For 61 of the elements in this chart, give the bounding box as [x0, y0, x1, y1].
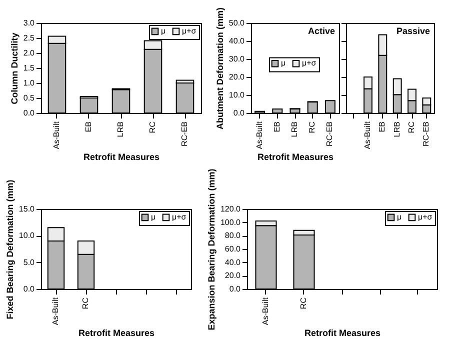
- y-axis-title: Abutment Deformation (mm): [214, 8, 225, 130]
- x-tick-label: As-Built: [51, 296, 60, 326]
- y-tick-label: 120.0: [220, 204, 242, 214]
- x-tick-label: RC-EB: [422, 122, 431, 146]
- y-tick-label: 0.0: [23, 108, 36, 118]
- x-tick-label: As-Built: [261, 296, 270, 326]
- y-tick-label: 2.0: [23, 48, 36, 58]
- y-tick-label: 80.0: [224, 231, 242, 240]
- legend-label: μ+σ: [172, 212, 186, 222]
- y-tick-label: 60.0: [224, 244, 242, 254]
- x-axis-title: Retrofit Measures: [78, 328, 155, 338]
- x-tick-label: RC: [148, 121, 157, 134]
- y-axis-title: Column Ductility: [9, 32, 20, 104]
- y-tick-label: 50.0: [228, 18, 246, 28]
- x-axis-title: Retrofit Measures: [83, 152, 160, 162]
- x-tick-label: EB: [378, 122, 387, 132]
- x-tick-label: RC-EB: [180, 122, 189, 146]
- y-tick-label: 100.0: [220, 218, 242, 227]
- x-tick-label: LRB: [116, 122, 125, 138]
- x-axis-title: Retrofit Measures: [304, 328, 381, 338]
- annotation: Passive: [396, 26, 430, 36]
- y-tick-label: 3.0: [23, 18, 36, 28]
- y-tick-label: 1.0: [23, 78, 36, 88]
- x-tick-label: RC: [81, 297, 90, 310]
- y-tick-label: 20.0: [228, 72, 246, 82]
- y-tick-label: 20.0: [224, 271, 242, 280]
- y-tick-label: 1.5: [23, 64, 36, 72]
- y-tick-label: 0.0: [233, 108, 246, 118]
- y-tick-label: 40.0: [228, 36, 246, 46]
- legend-label: μ: [281, 58, 286, 68]
- x-tick-label: RC-EB: [325, 122, 334, 146]
- x-tick-label: RC: [407, 121, 416, 134]
- legend-label: μ+σ: [182, 26, 196, 36]
- x-tick-label: As-Built: [363, 120, 372, 150]
- x-tick-label: RC: [299, 297, 308, 310]
- y-tick-label: 0.5: [23, 94, 36, 102]
- y-tick-label: 10.0: [18, 231, 36, 240]
- x-tick-label: As-Built: [52, 120, 61, 150]
- annotation: Active: [308, 26, 335, 36]
- x-tick-label: EB: [272, 122, 282, 132]
- x-tick-label: LRB: [290, 122, 299, 138]
- y-tick-label: 10.0: [228, 90, 246, 100]
- legend-label: μ+σ: [418, 212, 432, 222]
- y-tick-label: 15.0: [18, 204, 36, 214]
- legend-label: μ: [161, 26, 166, 36]
- y-axis-title: Expansion Bearing Deformation (mm): [206, 168, 216, 330]
- x-tick-label: As-Built: [254, 120, 264, 150]
- x-tick-label: LRB: [392, 122, 402, 138]
- x-tick-label: RC: [308, 121, 317, 134]
- legend-label: μ+σ: [302, 58, 316, 68]
- y-tick-label: 40.0: [224, 258, 242, 267]
- y-tick-label: 30.0: [228, 54, 246, 64]
- y-tick-label: 0.0: [229, 284, 242, 294]
- y-tick-label: 2.5: [23, 34, 36, 42]
- y-tick-label: 5.0: [23, 258, 36, 267]
- x-tick-label: EB: [84, 122, 93, 132]
- y-tick-label: 0.0: [23, 284, 36, 294]
- y-axis-title: Fixed Bearing Deformation (mm): [4, 180, 15, 320]
- legend-label: μ: [151, 212, 156, 222]
- x-axis-title: Retrofit Measures: [257, 152, 334, 162]
- legend-label: μ: [397, 212, 402, 222]
